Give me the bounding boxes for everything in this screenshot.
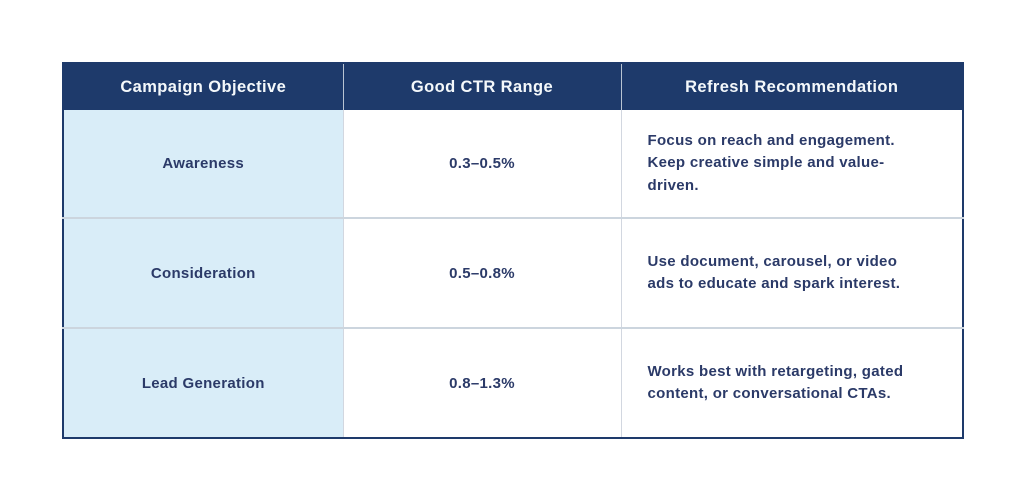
- header-cell-refresh-recommendation: Refresh Recommendation: [620, 63, 963, 110]
- ctr-benchmark-table-wrap: Campaign Objective Good CTR Range Refres…: [62, 62, 964, 439]
- header-cell-campaign-objective: Campaign Objective: [63, 63, 343, 110]
- table-row-consideration: Consideration 0.5–0.8% Use document, car…: [63, 217, 963, 328]
- recommendation-cell: Use document, carousel, or video ads to …: [620, 217, 963, 328]
- objective-cell: Consideration: [63, 217, 343, 328]
- recommendation-cell: Focus on reach and engagement. Keep crea…: [620, 110, 963, 218]
- recommendation-cell: Works best with retargeting, gated conte…: [620, 327, 963, 438]
- objective-cell: Awareness: [63, 110, 343, 218]
- table-row-awareness: Awareness 0.3–0.5% Focus on reach and en…: [63, 110, 963, 218]
- ctr-range-cell: 0.5–0.8%: [342, 217, 621, 328]
- ctr-range-cell: 0.8–1.3%: [342, 327, 621, 438]
- header-cell-good-ctr-range: Good CTR Range: [342, 63, 621, 110]
- ctr-benchmark-table: Campaign Objective Good CTR Range Refres…: [62, 62, 964, 439]
- objective-cell: Lead Generation: [63, 327, 343, 438]
- table-row-lead-generation: Lead Generation 0.8–1.3% Works best with…: [63, 327, 963, 438]
- ctr-range-cell: 0.3–0.5%: [342, 110, 621, 218]
- header-row: Campaign Objective Good CTR Range Refres…: [63, 63, 963, 110]
